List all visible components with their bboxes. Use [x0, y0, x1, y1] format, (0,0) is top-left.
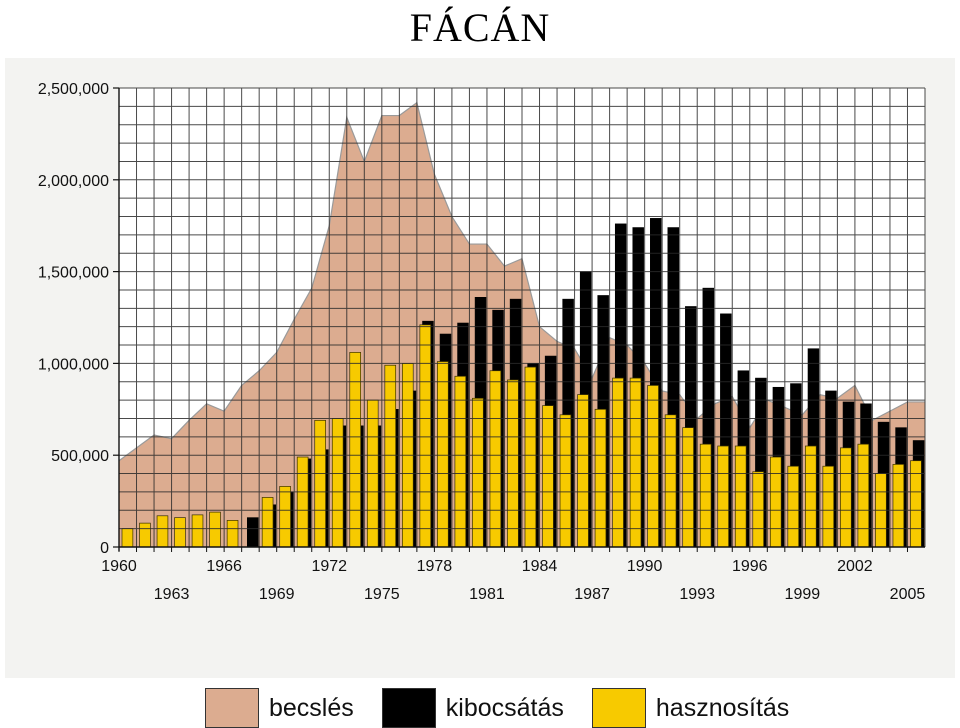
x-tick-label: 2002 — [837, 558, 873, 575]
bar-hasznositas-1960 — [121, 528, 134, 548]
bar-hasznositas-1966 — [226, 520, 239, 548]
x-tick-label: 1996 — [732, 558, 768, 575]
bar-hasznositas-1980 — [472, 397, 484, 548]
legend-item-hasznositas: hasznosítás — [591, 688, 790, 728]
chart-svg: 0 500,000 1,000,000 1,500,000 2,000,000 2,500… — [38, 81, 926, 603]
x-tick-label: 2005 — [890, 586, 926, 603]
bar-kibocsatas-1967 — [247, 517, 259, 548]
x-tick-label: 1999 — [785, 586, 821, 603]
x-tick-label: 1978 — [417, 558, 453, 575]
bar-hasznositas-1987 — [594, 408, 607, 548]
y-tick-label: 1,500,000 — [38, 265, 109, 282]
legend: becslés kibocsátás hasznosítás — [205, 688, 817, 728]
x-tick-label: 1987 — [574, 586, 610, 603]
bar-hasznositas-1998 — [787, 465, 800, 548]
bar-hasznositas-2000 — [822, 465, 835, 548]
x-tick-label: 1969 — [259, 586, 295, 603]
y-tick-label: 0 — [100, 540, 109, 557]
x-tick-label: 1975 — [364, 586, 400, 603]
bar-hasznositas-1981 — [489, 370, 502, 548]
bar-hasznositas-1963 — [174, 517, 186, 548]
bar-hasznositas-1969 — [279, 486, 291, 548]
bar-hasznositas-2004 — [892, 464, 905, 548]
legend-swatch-hasznositas — [591, 688, 646, 728]
bar-hasznositas-1964 — [191, 514, 204, 548]
bar-hasznositas-1999 — [804, 445, 817, 548]
bar-hasznositas-1989 — [629, 377, 642, 548]
y-tick-label: 2,000,000 — [38, 173, 109, 190]
bar-hasznositas-2001 — [840, 447, 852, 548]
legend-swatch-kibocsatas — [381, 688, 436, 728]
bar-hasznositas-1975 — [384, 364, 397, 548]
x-tick-label: 1960 — [101, 558, 137, 575]
bar-hasznositas-1978 — [437, 361, 449, 548]
x-tick-label: 1990 — [627, 558, 663, 575]
chart-title: FÁCÁN — [409, 5, 551, 50]
y-tick-label: 500,000 — [51, 448, 109, 465]
bar-hasznositas-1961 — [139, 522, 151, 548]
bar-hasznositas-1971 — [314, 419, 326, 548]
x-tick-label: 1984 — [522, 558, 558, 575]
bar-hasznositas-1995 — [734, 445, 747, 548]
legend-label-hasznositas: hasznosítás — [655, 693, 790, 722]
bar-hasznositas-1979 — [454, 375, 467, 548]
grid — [118, 87, 926, 548]
legend-item-kibocsatas: kibocsátás — [381, 688, 564, 728]
chart-panel: 0 500,000 1,000,000 1,500,000 2,000,000 2,500… — [5, 58, 955, 728]
bar-hasznositas-1972 — [331, 418, 344, 548]
bar-hasznositas-1983 — [524, 366, 537, 548]
bar-hasznositas-1991 — [664, 414, 677, 548]
x-tick-label: 1966 — [206, 558, 242, 575]
bar-hasznositas-1990 — [647, 385, 659, 548]
bar-hasznositas-1977 — [419, 324, 432, 548]
bar-hasznositas-1984 — [542, 405, 554, 548]
bar-hasznositas-1994 — [717, 445, 729, 548]
bar-hasznositas-1982 — [507, 379, 519, 548]
bar-hasznositas-1968 — [261, 497, 274, 548]
legend-item-becsles: becslés — [205, 688, 354, 728]
bar-hasznositas-1985 — [559, 414, 572, 548]
bar-hasznositas-1988 — [612, 377, 624, 548]
bar-hasznositas-1997 — [769, 456, 782, 548]
y-tick-label: 1,000,000 — [38, 356, 109, 373]
bar-hasznositas-1965 — [209, 511, 221, 548]
x-tick-label: 1963 — [154, 586, 190, 603]
x-tick-label: 1993 — [679, 586, 715, 603]
bar-hasznositas-1986 — [577, 394, 589, 548]
x-tick-label: 1981 — [469, 586, 505, 603]
bar-hasznositas-1962 — [156, 515, 169, 548]
bar-hasznositas-1993 — [699, 443, 712, 548]
x-tick-label: 1972 — [311, 558, 347, 575]
y-tick-label: 2,500,000 — [38, 81, 109, 98]
bar-hasznositas-1996 — [752, 471, 764, 548]
legend-label-kibocsatas: kibocsátás — [445, 693, 564, 722]
bar-hasznositas-1970 — [296, 456, 309, 548]
bar-hasznositas-2002 — [857, 443, 870, 548]
legend-label-becsles: becslés — [269, 693, 354, 722]
legend-swatch-becsles — [205, 688, 259, 728]
